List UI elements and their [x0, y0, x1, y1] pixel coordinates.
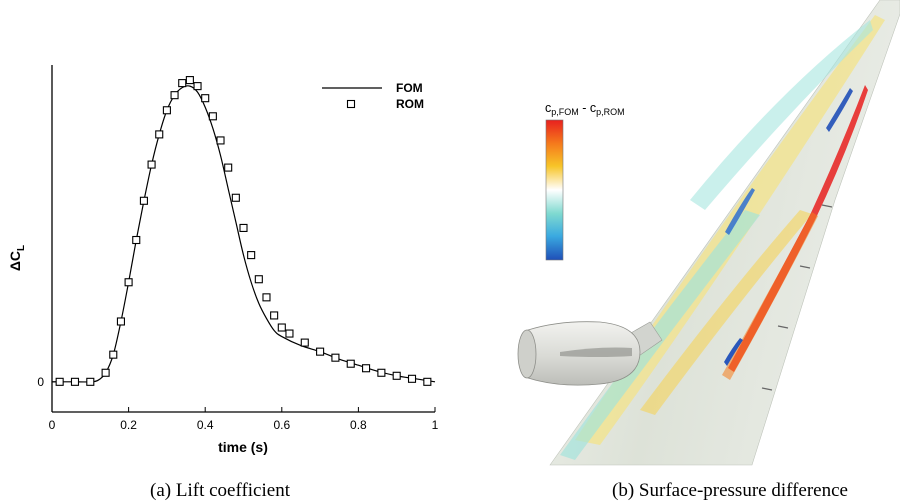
rom-marker [70, 377, 80, 386]
colorbar [545, 119, 564, 261]
rom-marker [147, 160, 156, 169]
rom-marker [116, 317, 125, 326]
svg-text:ΔCL: ΔCL [7, 245, 27, 271]
engine-nacelle [517, 321, 663, 386]
rom-marker [55, 377, 64, 386]
rom-marker [270, 311, 279, 320]
wing-pressure-streak-blue-upper [826, 88, 853, 132]
colorbar-label-sep: - c [579, 101, 596, 115]
rom-marker [231, 193, 240, 202]
rom-marker [86, 377, 95, 386]
wing-pressure-streak-blue-lower [724, 338, 743, 366]
flap-fairing-1 [821, 204, 833, 208]
wing-pressure-band-cyan [560, 210, 760, 460]
surface-pressure-render: cp,FOM - cp,ROM [517, 0, 900, 466]
rom-marker [201, 94, 210, 103]
wing-pressure-band-cyan-outer [690, 20, 873, 210]
rom-marker [331, 353, 340, 362]
rom-marker [185, 76, 194, 85]
y-axis-label-sub: L [16, 245, 27, 251]
rom-marker [346, 359, 355, 368]
x-tick-label: 0.8 [350, 418, 367, 432]
rom-marker [239, 223, 248, 232]
rom-marker [277, 323, 286, 332]
rom-marker [101, 368, 110, 377]
wing-pressure-streak-orange [722, 212, 818, 380]
rom-marker [407, 374, 417, 383]
rom-marker [423, 377, 432, 386]
rom-marker [392, 371, 401, 380]
rom-marker [139, 196, 148, 205]
x-tick-label: 0.6 [273, 418, 290, 432]
rom-marker [362, 364, 371, 373]
y-axis-label-main: ΔC [7, 251, 23, 271]
rom-marker [285, 329, 294, 338]
axes-frame [51, 65, 435, 413]
rom-marker [300, 338, 309, 347]
legend-fom-label: FOM [396, 81, 423, 95]
rom-marker [208, 112, 217, 121]
rom-marker [316, 347, 325, 356]
x-tick-label: 0.2 [120, 418, 137, 432]
flap-fairing-2 [799, 265, 811, 269]
x-tick-label: 0 [49, 418, 56, 432]
legend-rom-swatch [346, 99, 356, 109]
rom-marker [132, 235, 141, 245]
legend-rom-label: ROM [396, 97, 424, 111]
lift-coefficient-chart: 0 0.2 0.4 0.6 0.8 1 0 time (s) ΔCL FOM ROM [7, 65, 439, 455]
colorbar-label-sub2: p,ROM [596, 107, 625, 117]
rom-marker [377, 368, 386, 377]
rom-marker [155, 130, 164, 139]
rom-marker [124, 278, 133, 287]
legend: FOM ROM [322, 81, 424, 111]
flap-fairing-4 [761, 387, 773, 391]
wing-pressure-streak-blue-mid [725, 188, 755, 235]
rom-marker [162, 106, 171, 115]
rom-series-markers [55, 76, 432, 386]
colorbar-label: cp,FOM - cp,ROM [545, 101, 625, 117]
colorbar-label-sub1: p,FOM [551, 107, 579, 117]
rom-marker [254, 275, 263, 284]
x-tick-label: 0.4 [197, 418, 214, 432]
nacelle-core-cowl [560, 347, 632, 357]
nacelle-inlet [517, 329, 537, 379]
rom-marker [109, 350, 118, 359]
rom-marker [193, 82, 202, 91]
wing-pressure-band-yellow-inner [640, 210, 812, 415]
caption-lift-coefficient: (a) Lift coefficient [150, 480, 290, 501]
x-tick-label: 1 [432, 418, 439, 432]
fom-series-line [52, 85, 436, 383]
rom-marker [262, 293, 271, 302]
caption-surface-pressure-difference: (b) Surface-pressure difference [612, 480, 848, 501]
x-axis-label: time (s) [218, 439, 268, 455]
flap-fairing-3 [777, 325, 789, 329]
y-axis-label: ΔCL [7, 245, 27, 271]
rom-marker [170, 91, 179, 100]
rom-marker [178, 79, 187, 88]
legend-entry-rom: ROM [346, 97, 424, 111]
rom-marker [224, 163, 233, 172]
svg-text:cp,FOM - cp,ROM: cp,FOM - cp,ROM [545, 101, 625, 117]
colorbar-label-c: c [545, 101, 551, 115]
rom-marker [216, 136, 225, 145]
legend-entry-fom: FOM [322, 81, 423, 95]
y-tick-label: 0 [37, 375, 44, 389]
rom-marker [247, 251, 256, 260]
x-ticks: 0 0.2 0.4 0.6 0.8 1 [49, 407, 439, 432]
